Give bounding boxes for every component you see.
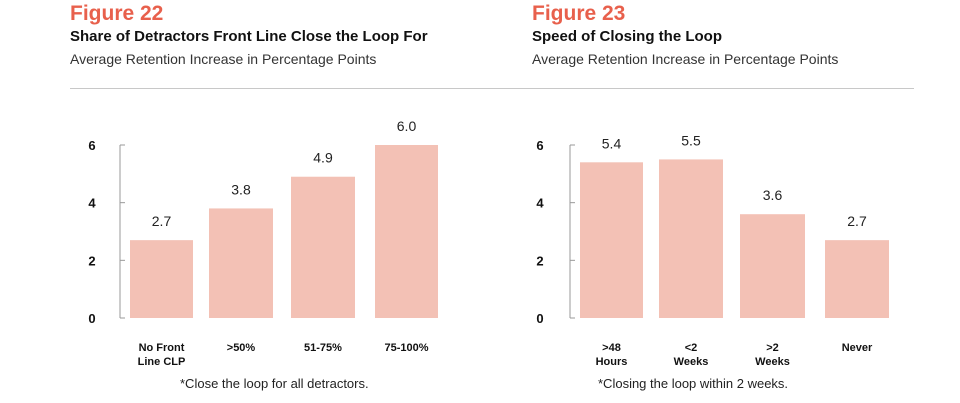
figure-22-subtitle: Average Retention Increase in Percentage… bbox=[70, 51, 377, 67]
figure-23-panel: Figure 23 Speed of Closing the Loop Aver… bbox=[500, 0, 960, 403]
category-label: >50% bbox=[227, 342, 256, 354]
bar bbox=[580, 162, 643, 318]
category-label: >48 Hours bbox=[596, 342, 628, 368]
figure-23-title: Speed of Closing the Loop bbox=[532, 28, 722, 45]
bar-value-label: 6.0 bbox=[397, 118, 417, 134]
bar-value-label: 2.7 bbox=[847, 213, 867, 229]
figure-23-chart: 0 2 4 6 5.4 >48 Hours 5.5 <2 Weeks 3.6 >2 Weeks 2.7 Ne… bbox=[536, 132, 889, 368]
y-tick-label: 2 bbox=[88, 253, 95, 268]
figure-23-subtitle: Average Retention Increase in Percentage… bbox=[532, 51, 839, 67]
bar bbox=[375, 145, 438, 318]
y-tick-label: 4 bbox=[88, 196, 96, 211]
bar-value-label: 4.9 bbox=[313, 150, 333, 166]
bar bbox=[740, 214, 805, 318]
bar bbox=[130, 240, 193, 318]
y-tick-label: 6 bbox=[536, 138, 543, 153]
category-label: 75-100% bbox=[384, 342, 428, 354]
bar bbox=[209, 208, 273, 318]
bar-value-label: 5.5 bbox=[681, 132, 701, 148]
figure-23-divider bbox=[500, 88, 914, 89]
figure-22-label: Figure 22 bbox=[70, 2, 164, 25]
y-tick-label: 4 bbox=[536, 196, 544, 211]
figure-22-panel: Figure 22 Share of Detractors Front Line… bbox=[70, 2, 500, 391]
figure-22-chart: 0 2 4 6 2.7 No Front Line CLP 3.8 >50% 4.9 51-75% 6… bbox=[88, 118, 438, 368]
bar-value-label: 2.7 bbox=[152, 213, 172, 229]
category-label: >2 Weeks bbox=[755, 342, 790, 368]
y-tick-label: 0 bbox=[536, 311, 543, 326]
y-tick-label: 0 bbox=[88, 311, 95, 326]
figure-23-footnote: *Closing the loop within 2 weeks. bbox=[598, 376, 789, 391]
bar bbox=[825, 240, 889, 318]
bar-value-label: 3.6 bbox=[763, 187, 783, 203]
figure-22-title: Share of Detractors Front Line Close the… bbox=[70, 28, 428, 45]
category-label: 51-75% bbox=[304, 342, 342, 354]
bar-value-label: 3.8 bbox=[231, 181, 251, 197]
figure-23-label: Figure 23 bbox=[532, 2, 626, 25]
category-label: No Front Line CLP bbox=[138, 342, 186, 368]
category-label: <2 Weeks bbox=[674, 342, 709, 368]
bar-value-label: 5.4 bbox=[602, 135, 622, 151]
y-tick-label: 2 bbox=[536, 253, 543, 268]
bar bbox=[659, 159, 723, 318]
y-tick-label: 6 bbox=[88, 138, 95, 153]
bar bbox=[291, 176, 355, 318]
figure-22-footnote: *Close the loop for all detractors. bbox=[180, 376, 369, 391]
category-label: Never bbox=[842, 342, 873, 354]
figure-22-divider bbox=[70, 88, 500, 89]
